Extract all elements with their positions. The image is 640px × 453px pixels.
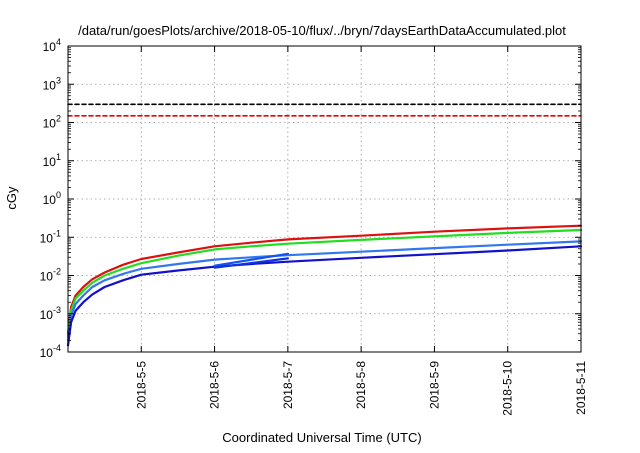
y-tick-label: 101 — [43, 152, 61, 169]
chart-title: /data/run/goesPlots/archive/2018-05-10/f… — [78, 23, 566, 38]
series-line — [66, 224, 583, 335]
series-line — [66, 245, 583, 347]
axis-ticks: 10-4 10-3 10-2 10-1 100 101 102 103 104 2018-5-5 2… — [40, 37, 588, 416]
y-tick-label: 100 — [43, 190, 61, 207]
y-tick-label: 10-4 — [40, 343, 61, 360]
series-group — [66, 103, 583, 347]
y-tick-label: 10-2 — [40, 267, 61, 284]
series-line — [66, 240, 583, 342]
series-line — [213, 257, 289, 269]
grid-lines — [68, 46, 581, 352]
x-tick-label: 2018-5-9 — [427, 361, 441, 409]
x-tick-label: 2018-5-5 — [134, 361, 148, 409]
x-tick-label: 2018-5-11 — [574, 361, 588, 415]
y-tick-label: 10-1 — [40, 228, 61, 245]
series-line — [66, 228, 583, 338]
x-tick-label: 2018-5-8 — [354, 361, 368, 409]
y-tick-label: 102 — [43, 114, 61, 131]
x-tick-label: 2018-5-7 — [281, 361, 295, 409]
y-axis-label: cGy — [4, 186, 19, 210]
x-tick-label: 2018-5-6 — [208, 361, 222, 409]
series-line — [213, 252, 289, 267]
x-tick-label: 2018-5-10 — [501, 361, 515, 416]
y-tick-label: 103 — [43, 75, 61, 92]
y-tick-label: 104 — [43, 37, 61, 54]
y-tick-label: 10-3 — [40, 305, 61, 322]
x-axis-label: Coordinated Universal Time (UTC) — [222, 430, 421, 445]
